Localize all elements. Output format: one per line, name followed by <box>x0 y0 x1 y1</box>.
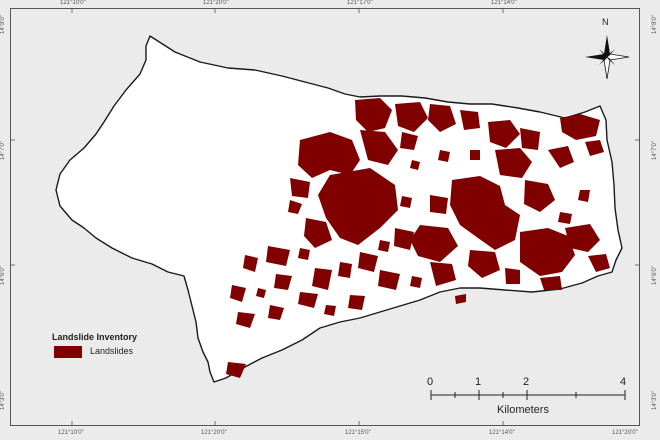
coord-right-1: 14°8'0" <box>652 14 658 34</box>
landslide <box>495 148 532 178</box>
coord-left-1: 14°8'0" <box>0 14 6 34</box>
landslide-polygons <box>226 98 610 378</box>
landslide <box>410 276 422 288</box>
landslide <box>520 128 540 150</box>
landslide <box>226 362 246 378</box>
landslide <box>268 305 284 320</box>
north-label: N <box>602 17 609 27</box>
landslide <box>304 218 332 248</box>
landslide <box>428 104 456 132</box>
landslide <box>348 295 365 310</box>
landslide <box>394 228 414 250</box>
coord-top-3: 121°17'0" <box>347 0 373 6</box>
landslide <box>312 268 332 290</box>
landslide <box>430 195 448 214</box>
coord-bottom-3: 121°15'0" <box>345 430 371 436</box>
landslide <box>540 276 562 290</box>
landslide <box>524 180 555 212</box>
frame-ticks <box>10 8 640 426</box>
landslide <box>230 285 246 302</box>
landslide <box>298 248 310 260</box>
landslide <box>243 255 258 272</box>
coord-left-4: 14°3'0" <box>0 390 6 410</box>
coord-bottom-4: 121°14'0" <box>489 430 515 436</box>
landslide <box>560 114 600 140</box>
coord-top-4: 121°14'0" <box>491 0 517 6</box>
scale-bar <box>430 390 626 400</box>
landslide <box>358 252 378 272</box>
landslide <box>378 240 390 252</box>
landslide <box>410 225 458 262</box>
coord-right-2: 14°7'0" <box>652 140 658 160</box>
scale-tick-2: 2 <box>523 376 530 388</box>
legend-title: Landslide Inventory <box>52 332 138 342</box>
landslide <box>410 160 420 170</box>
landslide <box>460 110 480 130</box>
coord-bottom-2: 121°20'0" <box>201 430 227 436</box>
landslide <box>318 168 398 245</box>
landslide <box>455 294 466 304</box>
landslide <box>256 288 266 298</box>
coord-top-2: 121°20'0" <box>203 0 229 6</box>
legend-label-landslides: Landslides <box>90 346 134 356</box>
landslide <box>355 98 392 132</box>
landslide <box>400 196 412 208</box>
scale-tick-4: 4 <box>620 376 627 388</box>
landslide <box>520 228 575 276</box>
landslide <box>578 190 590 202</box>
scale-tick-0: 0 <box>427 376 434 388</box>
landslide <box>274 274 292 290</box>
landslide <box>266 246 290 266</box>
landslide <box>588 254 610 272</box>
landslide <box>430 262 456 286</box>
landslide <box>548 146 574 168</box>
landslide <box>360 130 398 165</box>
coord-right-3: 14°6'0" <box>652 265 658 285</box>
landslide <box>298 132 360 178</box>
landslide <box>505 268 520 284</box>
landslide <box>400 132 418 150</box>
landslide <box>324 305 336 316</box>
coord-bottom-5: 121°20'0" <box>612 430 638 436</box>
landslide <box>438 150 450 162</box>
landslide <box>488 120 520 148</box>
landslide <box>298 292 318 308</box>
landslide <box>395 102 428 132</box>
landslide <box>290 178 310 198</box>
coord-left-2: 14°7'0" <box>0 140 6 160</box>
landslide <box>236 312 255 328</box>
scale-unit-label: Kilometers <box>497 404 549 416</box>
landslide <box>378 270 400 290</box>
landslide <box>558 212 572 224</box>
landslide <box>338 262 352 278</box>
coord-top-1: 121°10'0" <box>60 0 86 6</box>
legend-swatch-landslides <box>54 346 82 358</box>
coord-bottom-1: 121°10'0" <box>58 430 84 436</box>
coord-right-4: 14°3'0" <box>652 390 658 410</box>
coord-left-3: 14°6'0" <box>0 265 6 285</box>
landslide <box>565 224 600 252</box>
landslide <box>468 250 500 278</box>
scale-tick-1: 1 <box>475 376 482 388</box>
landslide <box>470 150 480 160</box>
landslide <box>450 176 520 250</box>
landslide <box>288 200 302 214</box>
north-arrow-icon <box>585 35 630 80</box>
landslide <box>585 140 604 156</box>
